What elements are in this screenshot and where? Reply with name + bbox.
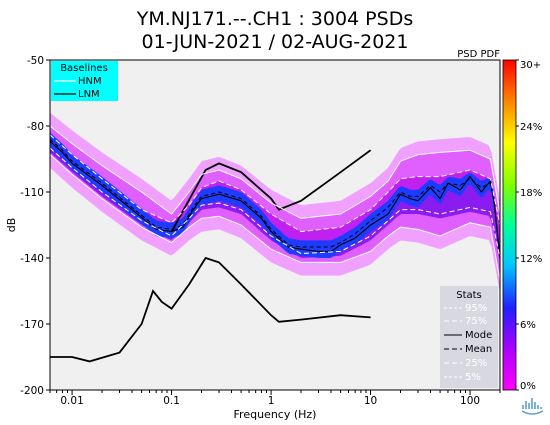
x-tick-label: 1: [268, 395, 275, 407]
colorbar-label: 0%: [520, 381, 536, 392]
series-hnm-line: [170, 149, 372, 233]
x-tick-label: 0.1: [163, 395, 180, 407]
colorbar-label: 6%: [520, 320, 536, 331]
colorbar-label: 24%: [520, 122, 542, 133]
hnm-legend-label: HNM: [78, 76, 102, 87]
colorbar-label: 30+: [520, 60, 541, 71]
stats-mode-label: Mode: [465, 330, 492, 341]
stats-mean-label: Mean: [465, 344, 492, 355]
x-axis-label: Frequency (Hz): [234, 408, 317, 421]
stats-25-label: 25%: [465, 358, 487, 369]
y-tick-label: -200: [20, 385, 44, 397]
psd-lines-layer: [50, 125, 500, 363]
stats-legend-box: [440, 286, 498, 388]
chart-subtitle: 01-JUN-2021 / 02-AUG-2021: [142, 31, 409, 53]
y-axis: -200 -170 -140 -110 -80 -50: [20, 55, 50, 397]
waveform-logo-icon: [521, 398, 544, 415]
plot-frame: [49, 59, 501, 391]
y-tick-label: -50: [27, 55, 44, 67]
x-axis: 0.01 0.1 1 10 100: [49, 390, 501, 407]
colorbar: [502, 59, 517, 391]
y-tick-label: -170: [20, 319, 44, 331]
baselines-legend-header: Baselines: [60, 63, 108, 74]
lnm-legend-label: LNM: [78, 89, 100, 100]
colorbar-ticks: 30+ 24% 18% 12% 6% 0%: [516, 59, 542, 392]
series-95pct-line: [50, 125, 500, 219]
series-mode-line: [50, 140, 500, 259]
series-25pct-line: [50, 147, 500, 259]
series-75pct-line: [50, 134, 500, 233]
x-tick-label: 100: [460, 395, 480, 407]
y-tick-label: -80: [27, 121, 44, 133]
series-lnm-line: [50, 256, 371, 363]
stats-95-label: 95%: [465, 303, 487, 314]
series-mean-line: [50, 138, 500, 259]
stats-legend: Stats 95% 75% Mode Mean 25% 5%: [440, 286, 498, 388]
x-tick-label: 0.01: [60, 395, 83, 407]
psd-pdf-label: PSD PDF: [457, 49, 500, 60]
colorbar-label: 18%: [520, 188, 542, 199]
series-5pct-line: [50, 154, 500, 281]
chart-title: YM.NJ171.--.CH1 : 3004 PSDs: [136, 8, 413, 30]
y-tick-label: -140: [20, 253, 44, 265]
y-axis-label: dB: [5, 218, 18, 233]
x-tick-label: 10: [364, 395, 377, 407]
stats-75-label: 75%: [465, 316, 487, 327]
colorbar-label: 12%: [520, 254, 542, 265]
y-tick-label: -110: [20, 187, 44, 199]
baselines-legend: Baselines HNM LNM: [51, 61, 118, 101]
stats-5-label: 5%: [465, 372, 481, 383]
stats-legend-header: Stats: [456, 290, 482, 301]
